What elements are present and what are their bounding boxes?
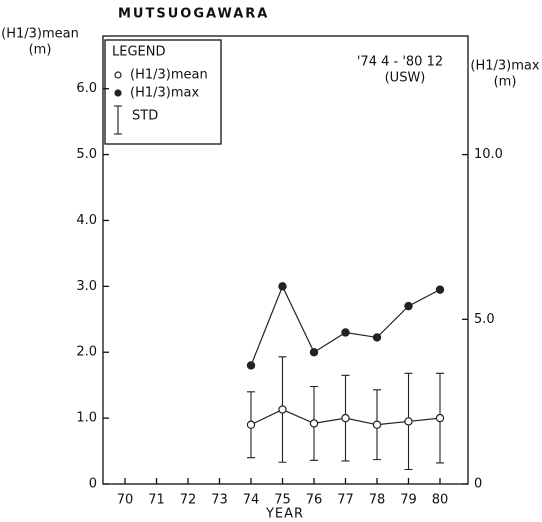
y-tick-label: 5.0	[76, 147, 97, 162]
y2-tick-label: 5.0	[474, 312, 495, 327]
data-point	[341, 328, 350, 337]
x-tick-label: 72	[180, 493, 197, 508]
y-tick-label: 3.0	[76, 279, 97, 294]
y-tick-label: 0	[89, 477, 97, 492]
legend-error-marker	[114, 105, 122, 135]
y2-axis-label: (H1/3)max	[470, 59, 539, 74]
y-axis-label: (m)	[29, 43, 52, 58]
y2-tick-label: 10.0	[474, 147, 503, 162]
y-tick-label: 2.0	[76, 345, 97, 360]
data-point	[278, 282, 287, 291]
y-tick-label: 6.0	[76, 81, 97, 96]
data-point	[435, 285, 445, 294]
data-point	[278, 405, 287, 414]
data-point	[246, 361, 256, 370]
x-tick-label: 77	[337, 493, 354, 508]
legend-box	[104, 39, 222, 145]
y-tick-label: 1.0	[76, 411, 97, 426]
y-axis-label: (H1/3)mean	[1, 27, 79, 42]
legend-marker	[114, 71, 122, 79]
legend-label: (H1/3)mean	[130, 68, 208, 83]
data-point	[341, 413, 350, 423]
x-tick-label: 74	[243, 493, 260, 508]
data-point	[309, 419, 319, 428]
x-tick-label: 71	[148, 493, 165, 508]
x-tick-label: 70	[117, 493, 134, 508]
plot-frame	[102, 35, 469, 485]
x-axis-label: YEAR	[265, 507, 304, 522]
legend-label: (H1/3)max	[130, 86, 199, 101]
x-tick-label: 73	[211, 493, 228, 508]
data-point	[404, 301, 413, 311]
x-tick-label: 75	[274, 493, 291, 508]
data-point	[404, 417, 413, 426]
y2-axis-label: (m)	[494, 75, 517, 90]
annotation: '74 4 - '80 12	[357, 55, 443, 70]
y-tick-label: 4.0	[76, 213, 97, 228]
x-tick-label: 79	[400, 493, 417, 508]
legend-title: LEGEND	[112, 45, 165, 60]
x-tick-label: 76	[306, 493, 323, 508]
data-point	[372, 333, 382, 342]
data-point	[372, 420, 382, 429]
data-point	[309, 348, 319, 357]
legend-marker	[114, 89, 122, 97]
x-tick-label: 80	[432, 493, 449, 508]
chart-title: MUTSUOGAWARA	[118, 7, 269, 22]
annotation: (USW)	[385, 71, 426, 86]
series-line	[250, 284, 441, 366]
legend-label: STD	[132, 109, 158, 124]
x-tick-label: 78	[369, 493, 386, 508]
y2-tick-label: 0	[474, 477, 482, 492]
data-point	[435, 413, 445, 423]
data-point	[246, 420, 256, 429]
